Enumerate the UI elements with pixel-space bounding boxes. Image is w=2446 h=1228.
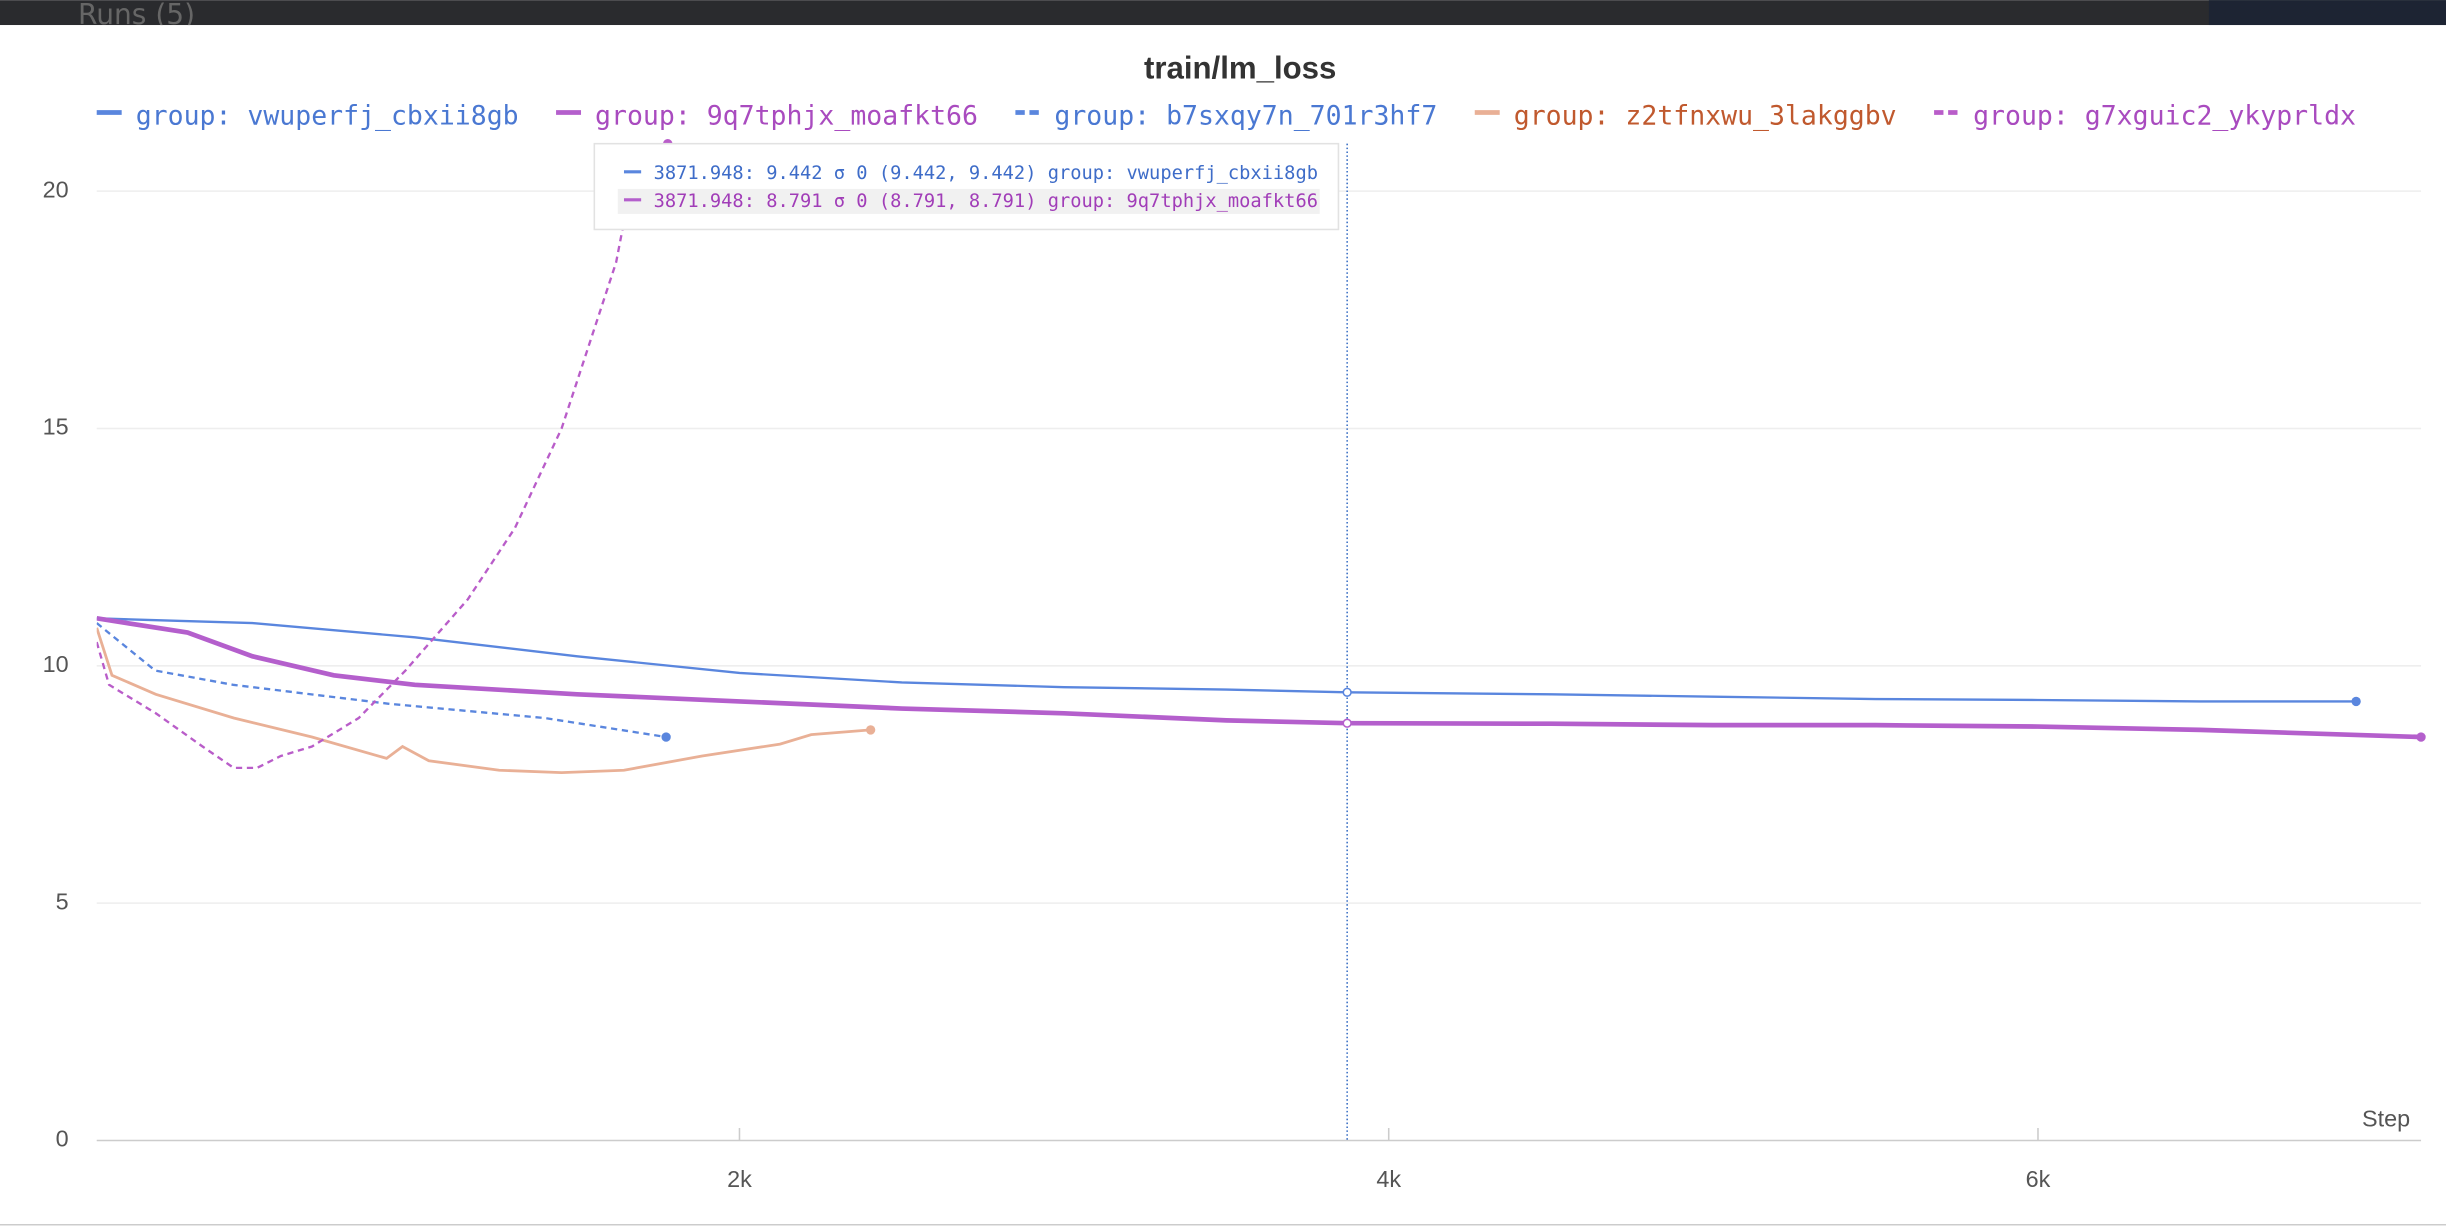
x-axis-label: Step (2362, 1105, 2410, 1131)
hover-dot (1342, 687, 1352, 697)
y-tick-label: 15 (43, 414, 69, 440)
top-bar (0, 0, 2446, 26)
x-tick-label: 4k (1376, 1166, 1401, 1192)
legend-label[interactable]: group: 9q7tphjx_moafkt66 (595, 101, 978, 132)
end-dot (661, 732, 671, 742)
legend-label[interactable]: group: vwuperfj_cbxii8gb (136, 101, 519, 132)
series-line (96, 622, 667, 739)
y-tick-label: 0 (56, 1126, 69, 1152)
y-tick-label: 20 (43, 176, 69, 202)
top-bar-button[interactable] (2208, 0, 2446, 26)
y-tick-label: 10 (43, 651, 69, 677)
chart-title: train/lm_loss (1144, 51, 1336, 86)
hover-dot (1342, 718, 1352, 728)
tooltip-highlight (617, 188, 1320, 214)
y-tick-label: 5 (56, 888, 69, 914)
series-line (96, 143, 669, 770)
end-dot (865, 725, 876, 735)
end-dot (2416, 732, 2426, 742)
series-line (96, 627, 871, 775)
tooltip-row: 3871.948: 9.442 σ 0 (9.442, 9.442) group… (654, 163, 1318, 184)
legend-label[interactable]: group: g7xguic2_ykyprldx (1973, 101, 2356, 132)
x-tick-label: 2k (727, 1166, 752, 1192)
x-tick-label: 6k (2026, 1166, 2051, 1192)
series-line (96, 617, 2357, 703)
tooltip-box (593, 142, 1340, 231)
end-dot (2351, 696, 2361, 707)
legend-label[interactable]: group: z2tfnxwu_3lakggbv (1514, 101, 1897, 132)
series-line (96, 616, 2422, 740)
legend-label[interactable]: group: b7sxqy7n_701r3hf7 (1054, 101, 1437, 132)
tooltip-row: 3871.948: 8.791 σ 0 (8.791, 8.791) group… (654, 191, 1318, 212)
